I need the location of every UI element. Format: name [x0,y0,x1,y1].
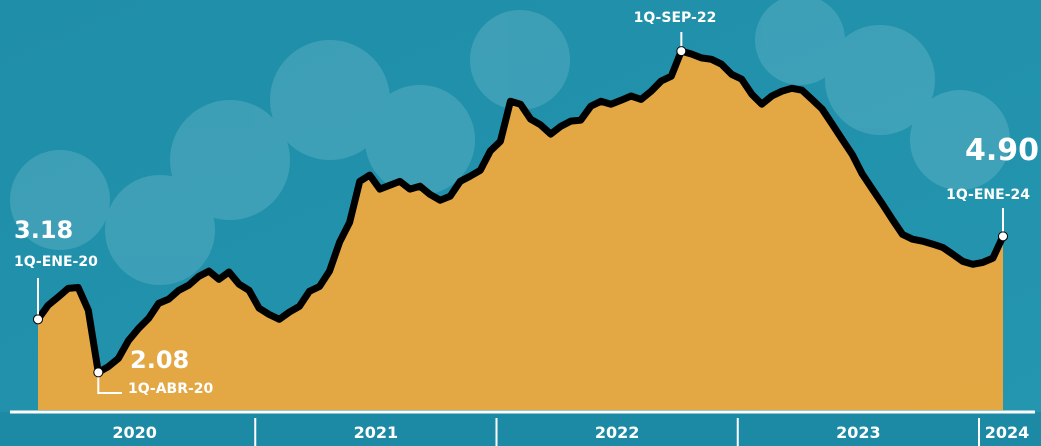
annotation-date: 1Q-ENE-20 [14,254,98,270]
annotation-point [33,314,43,325]
year-label: 2021 [354,423,399,442]
year-label: 2024 [985,423,1030,442]
line [35,47,1007,376]
annotation-point [676,46,687,57]
annotation-date: 1Q-SEP-22 [634,10,717,26]
annotation-value: 4.90 [965,133,1039,168]
annotation-point [93,367,104,378]
annotation-date: 1Q-ABR-20 [128,381,214,397]
axis-band [0,412,1041,446]
year-label: 2023 [836,423,881,442]
annotation-value: 2.08 [130,346,189,374]
year-label: 2022 [595,423,640,442]
annotation-value: 3.18 [14,216,73,244]
annotation-point [998,231,1008,242]
annotation-leader [97,372,122,394]
year-label: 2020 [112,423,157,442]
plot [35,47,1007,410]
annotation-date: 1Q-ENE-24 [946,187,1030,203]
background-decoration [10,0,1010,285]
